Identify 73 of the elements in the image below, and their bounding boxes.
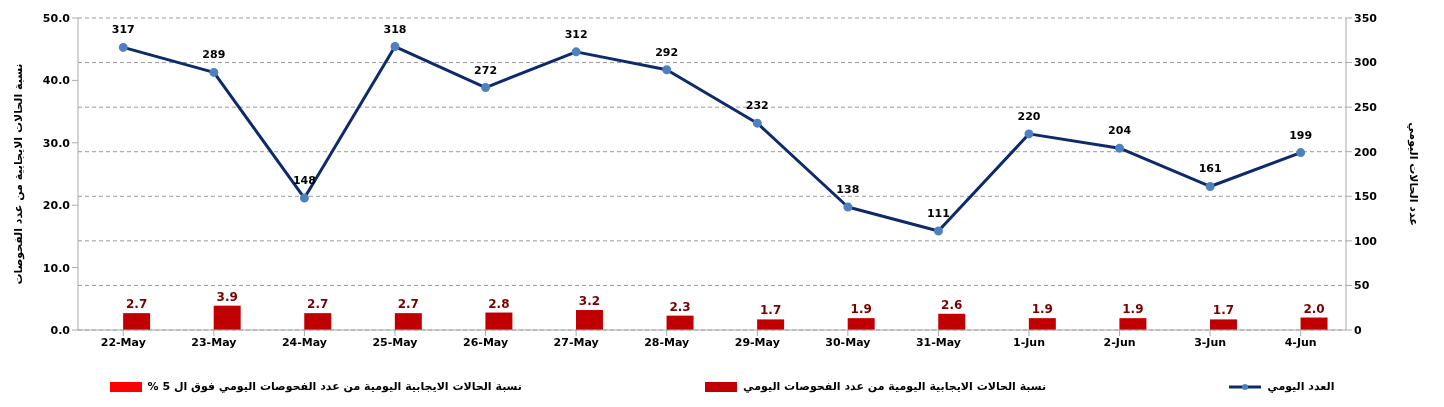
data-label: 1.9 [1122, 302, 1144, 317]
data-label: 1.7 [759, 303, 782, 318]
data-label: 138 [836, 182, 860, 196]
data-label: 2.7 [397, 297, 419, 312]
y2-tick-label: 200 [1354, 145, 1378, 159]
y2-tick-label: 0 [1354, 323, 1362, 337]
y-tick-label: 50.0 [42, 11, 71, 25]
bar [1209, 319, 1237, 330]
y2-tick-label: 50 [1354, 279, 1370, 293]
bar [304, 313, 332, 330]
bar [757, 319, 785, 330]
data-label: 2.6 [941, 297, 963, 312]
y2-tick-label: 350 [1354, 11, 1378, 25]
x-tick-label: 27-May [553, 335, 599, 349]
x-tick-label: 3-Jun [1194, 335, 1227, 349]
data-label: 1.9 [850, 302, 872, 317]
data-label: 2.7 [307, 297, 329, 312]
y-axis-title: نسبة الحالات الايجابية من عدد الفحوصات [11, 63, 25, 285]
x-tick-label: 28-May [644, 335, 690, 349]
x-tick-label: 4-Jun [1284, 335, 1317, 349]
x-tick-label: 29-May [734, 335, 780, 349]
legend-label: العدد اليومي [1267, 380, 1335, 393]
y-tick-label: 30.0 [42, 136, 71, 150]
y-tick-label: 20.0 [42, 199, 71, 213]
data-label: 2.3 [669, 299, 691, 314]
y2-tick-label: 250 [1354, 101, 1378, 115]
bar [938, 313, 966, 330]
data-label: 292 [655, 45, 679, 59]
y-tick-label: 40.0 [42, 74, 71, 88]
y-tick-label: 0.0 [50, 323, 71, 337]
data-label: 2.8 [488, 296, 510, 311]
data-label: 204 [1108, 124, 1132, 138]
data-label: 318 [383, 22, 407, 36]
bar [1119, 318, 1147, 330]
legend-label: نسبة الحالات الايجابية اليومية من عدد الفحوصات اليومي [743, 380, 1047, 393]
x-tick-label: 22-May [100, 335, 146, 349]
bar [847, 318, 875, 330]
data-label: 2.7 [125, 297, 148, 312]
bar [666, 315, 694, 330]
data-label: 199 [1289, 128, 1313, 142]
data-label: 272 [474, 63, 498, 77]
bar [485, 312, 513, 330]
data-label: 1.7 [1212, 303, 1235, 318]
data-label: 2.0 [1303, 301, 1325, 316]
data-label: 317 [111, 23, 135, 37]
x-tick-label: 1-Jun [1013, 335, 1045, 349]
data-label: 220 [1017, 109, 1041, 123]
bar [213, 305, 241, 330]
legend-label: نسبة الحالات الايجابية اليومية من عدد الفحوصات اليومي فوق ال 5 % [147, 380, 522, 393]
data-label: 1.9 [1031, 302, 1053, 317]
x-tick-label: 31-May [915, 335, 961, 349]
x-tick-label: 24-May [281, 335, 327, 349]
bar [575, 310, 603, 330]
bar [394, 313, 422, 330]
data-label: 312 [564, 27, 588, 41]
x-tick-label: 25-May [372, 335, 418, 349]
bar [1028, 318, 1056, 330]
data-label: 111 [926, 207, 950, 221]
y2-tick-label: 100 [1354, 234, 1378, 248]
data-label: 232 [745, 99, 769, 113]
x-tick-label: 2-Jun [1103, 335, 1136, 349]
data-label: 3.9 [216, 289, 238, 304]
x-tick-label: 26-May [463, 335, 509, 349]
x-tick-label: 30-May [825, 335, 871, 349]
data-label: 289 [202, 48, 226, 62]
y2-axis-title: عدد الحالات اليومي [1407, 122, 1421, 226]
data-label: 161 [1198, 162, 1222, 176]
y-tick-label: 10.0 [42, 261, 71, 275]
bar [123, 313, 151, 330]
y2-tick-label: 150 [1354, 190, 1378, 204]
y2-tick-label: 300 [1354, 56, 1378, 70]
x-tick-label: 23-May [191, 335, 237, 349]
data-label: 3.2 [578, 294, 601, 309]
